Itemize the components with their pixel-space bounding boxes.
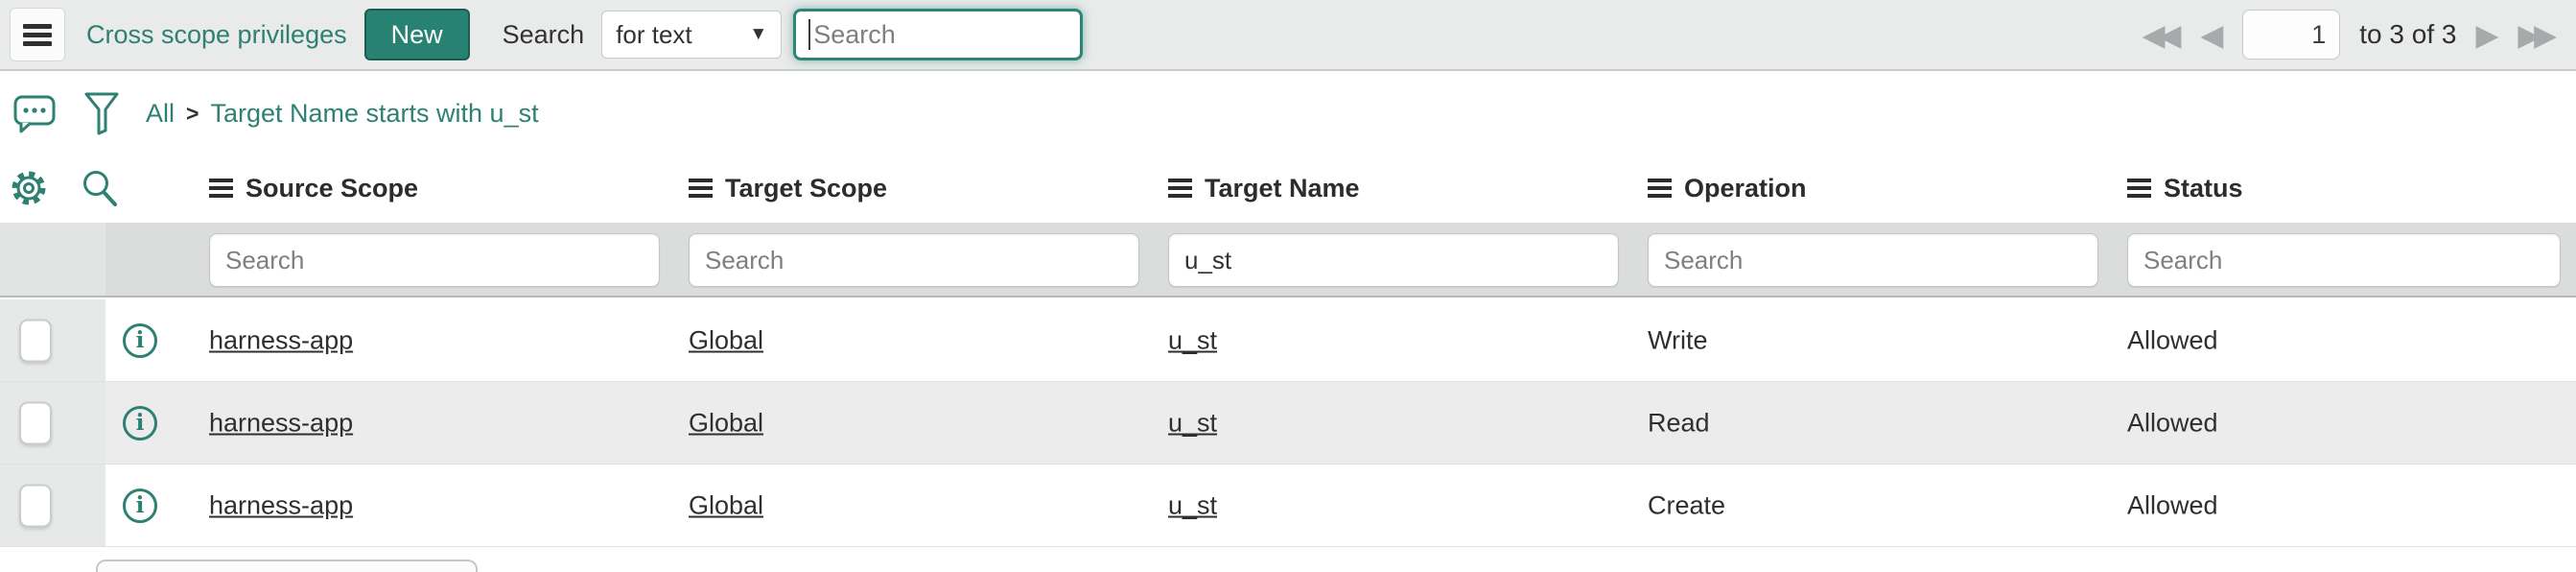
cell-target-name[interactable]: u_st: [1168, 408, 1218, 437]
list-search-toggle-button[interactable]: [79, 167, 121, 209]
column-menu-icon: [689, 178, 713, 199]
list-context-menu-button[interactable]: [10, 8, 65, 61]
cell-operation: Read: [1648, 408, 1710, 437]
hamburger-icon: [23, 23, 52, 46]
info-icon[interactable]: i: [123, 488, 157, 523]
filter-input-source-scope[interactable]: [209, 233, 660, 287]
column-menu-icon: [209, 178, 233, 199]
pagination-range-text: to 3 of 3: [2359, 19, 2457, 49]
chevron-down-icon: ▼: [749, 24, 768, 44]
row-gutter: [0, 382, 105, 464]
text-cursor: [808, 19, 811, 50]
cell-target-name[interactable]: u_st: [1168, 490, 1218, 519]
cell-status: Allowed: [2127, 490, 2218, 519]
pagination: ◀◀ ◀ to 3 of 3 ▶ ▶▶: [2143, 10, 2557, 60]
table-row: i harness-app Global u_st Write Allowed: [0, 299, 2576, 382]
filter-input-operation[interactable]: [1648, 233, 2098, 287]
filter-row-gutter: [0, 223, 105, 296]
new-button[interactable]: New: [363, 9, 470, 60]
column-header-label: Status: [2164, 173, 2243, 203]
column-header-label: Target Name: [1205, 173, 1360, 203]
info-icon[interactable]: i: [123, 405, 157, 441]
column-header-source-scope[interactable]: Source Scope: [209, 154, 418, 223]
column-header-label: Source Scope: [246, 173, 419, 203]
current-page-input[interactable]: [2242, 10, 2341, 60]
info-icon[interactable]: i: [123, 322, 157, 358]
row-checkbox[interactable]: [19, 484, 52, 527]
search-label: Search: [502, 19, 585, 49]
column-header-label: Operation: [1684, 173, 1807, 203]
column-filter-row: [0, 223, 2576, 298]
first-page-button[interactable]: ◀◀: [2142, 17, 2182, 52]
search-type-value: for text: [616, 19, 692, 49]
column-menu-icon: [1168, 178, 1192, 199]
row-checkbox[interactable]: [19, 401, 52, 444]
column-header-status[interactable]: Status: [2127, 154, 2243, 223]
last-page-button[interactable]: ▶▶: [2517, 17, 2557, 52]
column-header-target-name[interactable]: Target Name: [1168, 154, 1360, 223]
funnel-icon: [83, 91, 120, 135]
list-chat-button[interactable]: [13, 93, 56, 133]
table-row: i harness-app Global u_st Read Allowed: [0, 382, 2576, 465]
cell-target-scope[interactable]: Global: [689, 325, 764, 354]
row-gutter: [0, 299, 105, 381]
column-header-target-scope[interactable]: Target Scope: [689, 154, 887, 223]
column-menu-icon: [1648, 178, 1672, 199]
filter-input-status[interactable]: [2127, 233, 2561, 287]
list-search-input[interactable]: [793, 9, 1084, 60]
cell-target-scope[interactable]: Global: [689, 408, 764, 437]
table-row: i harness-app Global u_st Create Allowed: [0, 465, 2576, 547]
personalize-list-button[interactable]: [8, 167, 50, 209]
chat-bubble-icon: [13, 93, 56, 133]
cell-source-scope[interactable]: harness-app: [209, 490, 354, 519]
breadcrumb-row: All > Target Name starts with u_st: [0, 73, 2576, 154]
search-type-dropdown[interactable]: for text ▼: [601, 11, 783, 59]
next-page-button[interactable]: ▶: [2475, 17, 2499, 52]
row-gutter: [0, 465, 105, 546]
cell-source-scope[interactable]: harness-app: [209, 408, 354, 437]
list-toolbar: Cross scope privileges New Search for te…: [0, 0, 2576, 71]
cell-target-name[interactable]: u_st: [1168, 325, 1218, 354]
breadcrumb-condition-link[interactable]: Target Name starts with u_st: [210, 98, 539, 128]
filter-button[interactable]: [82, 91, 121, 135]
breadcrumb-separator: >: [186, 100, 199, 126]
search-icon: [80, 168, 120, 208]
column-header-operation[interactable]: Operation: [1648, 154, 1807, 223]
breadcrumb: All > Target Name starts with u_st: [146, 99, 539, 129]
column-header-row: Source Scope Target Scope Target Name Op…: [0, 154, 2576, 223]
actions-on-selected-rows-select[interactable]: [96, 560, 478, 572]
cell-source-scope[interactable]: harness-app: [209, 325, 354, 354]
filter-input-target-name[interactable]: [1168, 233, 1619, 287]
cell-status: Allowed: [2127, 408, 2218, 437]
column-header-label: Target Scope: [725, 173, 888, 203]
cell-status: Allowed: [2127, 325, 2218, 354]
cell-target-scope[interactable]: Global: [689, 490, 764, 519]
cell-operation: Create: [1648, 490, 1726, 519]
list-title[interactable]: Cross scope privileges: [86, 19, 347, 49]
row-checkbox[interactable]: [19, 319, 52, 362]
previous-page-button[interactable]: ◀: [2200, 17, 2224, 52]
filter-input-target-scope[interactable]: [689, 233, 1139, 287]
breadcrumb-all-link[interactable]: All: [146, 98, 176, 128]
cell-operation: Write: [1648, 325, 1708, 354]
search-input-wrapper: [793, 9, 1084, 60]
column-menu-icon: [2127, 178, 2151, 199]
gear-icon: [9, 168, 49, 208]
